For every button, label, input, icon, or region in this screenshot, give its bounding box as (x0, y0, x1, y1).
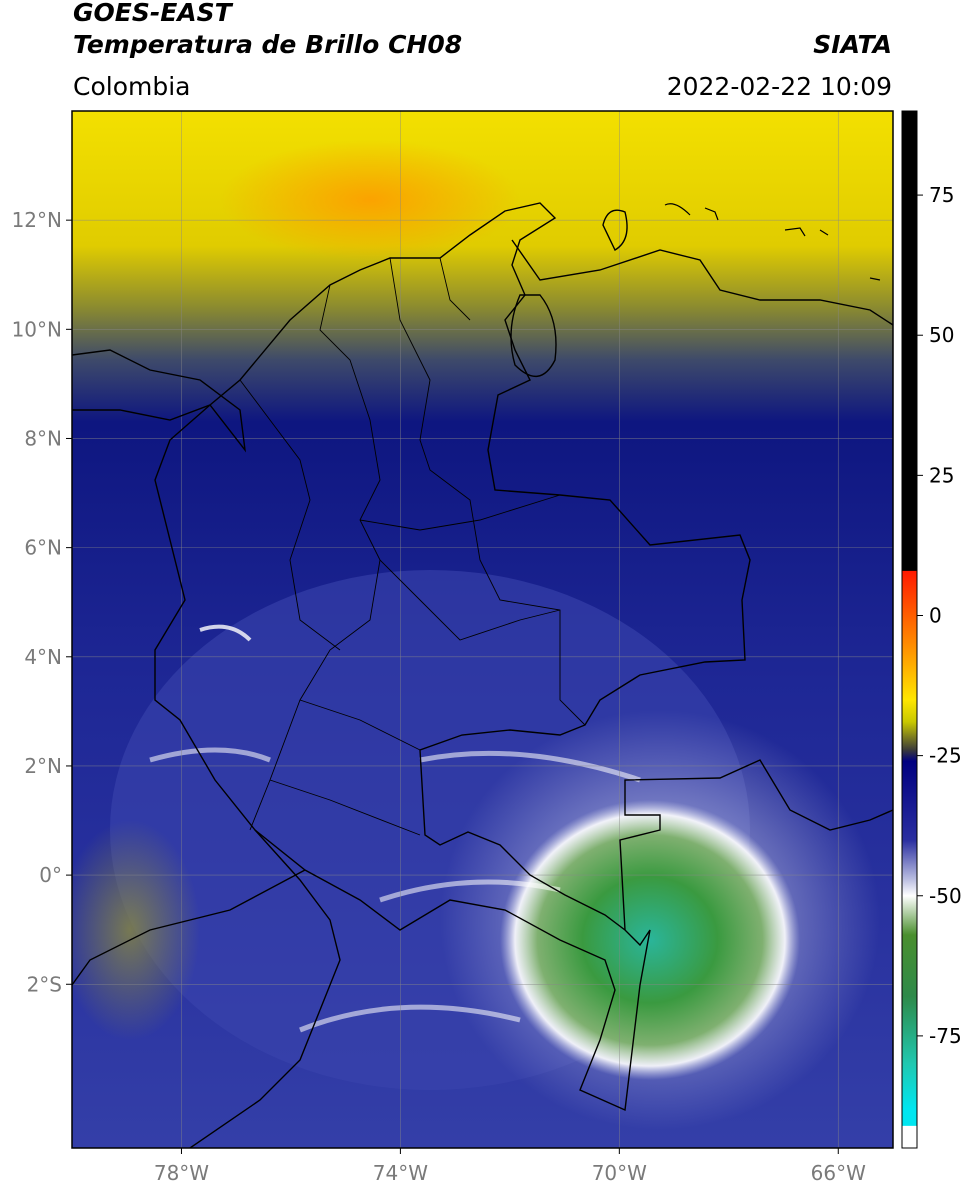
country-borders (72, 202, 893, 1148)
lat-tick-label: 8°N (24, 426, 62, 450)
colorbar-tick-label: 50 (929, 323, 954, 347)
lat-tick-label: 12°N (12, 208, 62, 232)
paraguana (602, 209, 628, 251)
admin-lines (239, 257, 586, 836)
lat-tick-label: 0° (39, 863, 62, 887)
lon-tick-label: 70°W (592, 1161, 647, 1185)
brand-label: SIATA (813, 30, 892, 59)
colorbar-tick-label: 75 (929, 183, 954, 207)
maracaibo-lake (510, 294, 557, 377)
region-label: Colombia (73, 72, 191, 101)
map-frame (71, 110, 894, 1149)
lon-tick-label: 74°W (373, 1161, 428, 1185)
datetime-label: 2022-02-22 10:09 (666, 72, 892, 101)
satellite-image (72, 111, 893, 1148)
venezuela-coast (511, 239, 893, 326)
colorbar-tick-label: 25 (929, 463, 954, 487)
colorbar-tick-label: -25 (929, 744, 962, 768)
lat-tick-label: 2°S (27, 972, 62, 996)
colombia-border (154, 202, 751, 1112)
islands (664, 203, 881, 281)
colorbar-ticks: 75 50 25 0 -25 -50 -75 (917, 183, 962, 1048)
lat-tick-label: 6°N (24, 536, 62, 560)
colorbar (901, 110, 918, 1149)
lat-tick-label: 4°N (24, 645, 62, 669)
lon-tick-label: 78°W (154, 1161, 209, 1185)
colorbar-tick-label: -50 (929, 884, 962, 908)
colorbar-tick-label: 0 (929, 603, 942, 627)
panama (72, 349, 247, 453)
colorbar-tick-label: -75 (929, 1024, 962, 1048)
satellite-title: GOES-EAST (73, 0, 232, 27)
brazil-border (619, 759, 893, 931)
lat-tick-label: 2°N (24, 754, 62, 778)
lat-tick-label: 10°N (12, 317, 62, 341)
map-gridlines: 12°N 10°N 8°N 6°N 4°N 2°N 0° 2°S 78°W 74°W 70°W 66°… (12, 111, 893, 1185)
lon-tick-label: 66°W (811, 1161, 866, 1185)
ecuador-peru (72, 829, 341, 1148)
product-title: Temperatura de Brillo CH08 (73, 30, 463, 59)
